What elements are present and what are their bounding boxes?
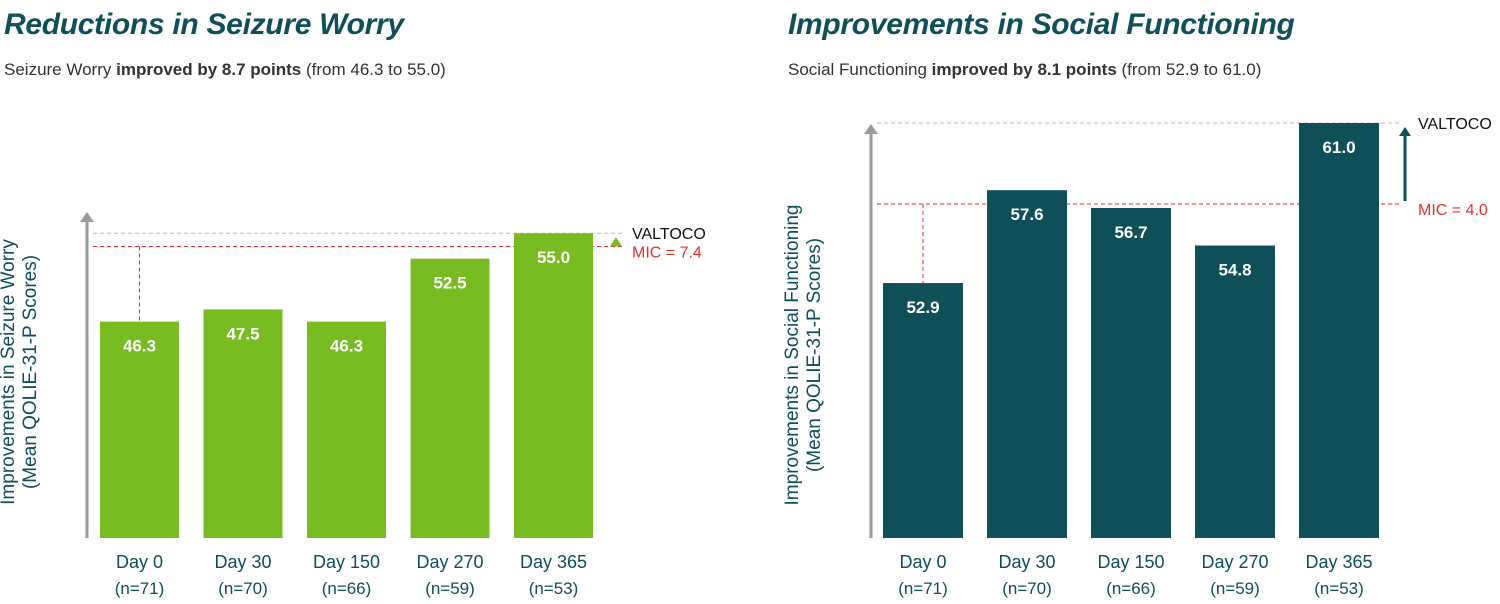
x-tick-label: Day 0: [899, 552, 946, 572]
bar: [1091, 207, 1171, 538]
x-tick-sample-size: (n=59): [1210, 579, 1260, 598]
x-tick-sample-size: (n=66): [1106, 579, 1156, 598]
y-axis-arrow-icon: [80, 212, 94, 222]
bar-value-label: 61.0: [1322, 138, 1355, 157]
subtitle-emphasis: improved by 8.1 points: [931, 60, 1117, 79]
chart-subtitle: Social Functioning improved by 8.1 point…: [788, 60, 1261, 80]
valtoco-label: VALTOCO: [632, 226, 706, 243]
bar-value-label: 57.6: [1010, 205, 1043, 224]
improvement-arrow-icon: [610, 237, 622, 247]
subtitle-text: Seizure Worry: [4, 60, 117, 79]
x-tick-sample-size: (n=71): [898, 579, 948, 598]
bar-value-label: 54.8: [1218, 261, 1251, 280]
y-axis-arrow-icon: [864, 124, 878, 134]
mic-label: MIC = 7.4: [632, 244, 702, 261]
chart-title: Improvements in Social Functioning: [788, 8, 1295, 41]
chart-title: Reductions in Seizure Worry: [4, 8, 404, 41]
x-tick-sample-size: (n=71): [115, 579, 165, 598]
bar: [987, 190, 1067, 538]
social-functioning-panel: Improvements in Social Functioning Socia…: [750, 0, 1500, 604]
x-tick-label: Day 365: [1305, 552, 1372, 572]
x-tick-label: Day 150: [313, 552, 380, 572]
bar-value-label: 46.3: [123, 337, 156, 356]
y-axis-label-line1: Improvements in Social Functioning: [782, 205, 803, 506]
improvement-arrow-icon: [1399, 127, 1411, 136]
bar-value-label: 52.9: [906, 298, 939, 317]
bar: [514, 233, 593, 538]
bar: [1195, 245, 1275, 538]
x-tick-sample-size: (n=66): [322, 579, 372, 598]
mic-label: MIC = 4.0: [1418, 202, 1488, 219]
x-tick-label: Day 270: [416, 552, 483, 572]
bar: [307, 321, 386, 538]
seizure-worry-chart: Improvements in Seizure Worry(Mean QOLIE…: [0, 212, 706, 598]
bar-value-label: 46.3: [330, 337, 363, 356]
subtitle-emphasis: improved by 8.7 points: [116, 60, 302, 79]
bar-value-label: 56.7: [1114, 223, 1147, 242]
x-tick-sample-size: (n=53): [529, 579, 579, 598]
bar: [410, 258, 490, 538]
valtoco-label: VALTOCO: [1418, 116, 1492, 133]
x-tick-label: Day 0: [116, 552, 163, 572]
y-axis-label-line1: Improvements in Seizure Worry: [0, 239, 19, 505]
bar-value-label: 55.0: [537, 248, 570, 267]
subtitle-text: Social Functioning: [788, 60, 932, 79]
bar-value-label: 47.5: [226, 324, 259, 343]
social-functioning-chart: Improvements in Social Functioning(Mean …: [782, 116, 1492, 598]
y-axis-label-line2: (Mean QOLIE-31-P Scores): [20, 255, 41, 489]
bar: [100, 321, 179, 538]
x-tick-sample-size: (n=70): [218, 579, 268, 598]
x-tick-sample-size: (n=59): [425, 579, 475, 598]
y-axis-label: Improvements in Social Functioning(Mean …: [782, 205, 825, 506]
x-tick-label: Day 150: [1097, 552, 1164, 572]
y-axis-label: Improvements in Seizure Worry(Mean QOLIE…: [0, 239, 41, 505]
subtitle-range: (from 52.9 to 61.0): [1116, 60, 1262, 79]
x-tick-label: Day 30: [998, 552, 1055, 572]
bar: [883, 283, 963, 538]
x-tick-label: Day 30: [214, 552, 271, 572]
x-tick-label: Day 270: [1201, 552, 1268, 572]
bar-value-label: 52.5: [433, 274, 466, 293]
x-tick-label: Day 365: [520, 552, 587, 572]
x-tick-sample-size: (n=70): [1002, 579, 1052, 598]
bar: [203, 309, 283, 538]
seizure-worry-panel: Reductions in Seizure Worry Seizure Worr…: [0, 8, 706, 598]
subtitle-range: (from 46.3 to 55.0): [301, 60, 446, 79]
x-tick-sample-size: (n=53): [1314, 579, 1364, 598]
y-axis-label-line2: (Mean QOLIE-31-P Scores): [804, 238, 825, 472]
bar: [1299, 123, 1379, 538]
chart-subtitle: Seizure Worry improved by 8.7 points (fr…: [4, 60, 446, 80]
